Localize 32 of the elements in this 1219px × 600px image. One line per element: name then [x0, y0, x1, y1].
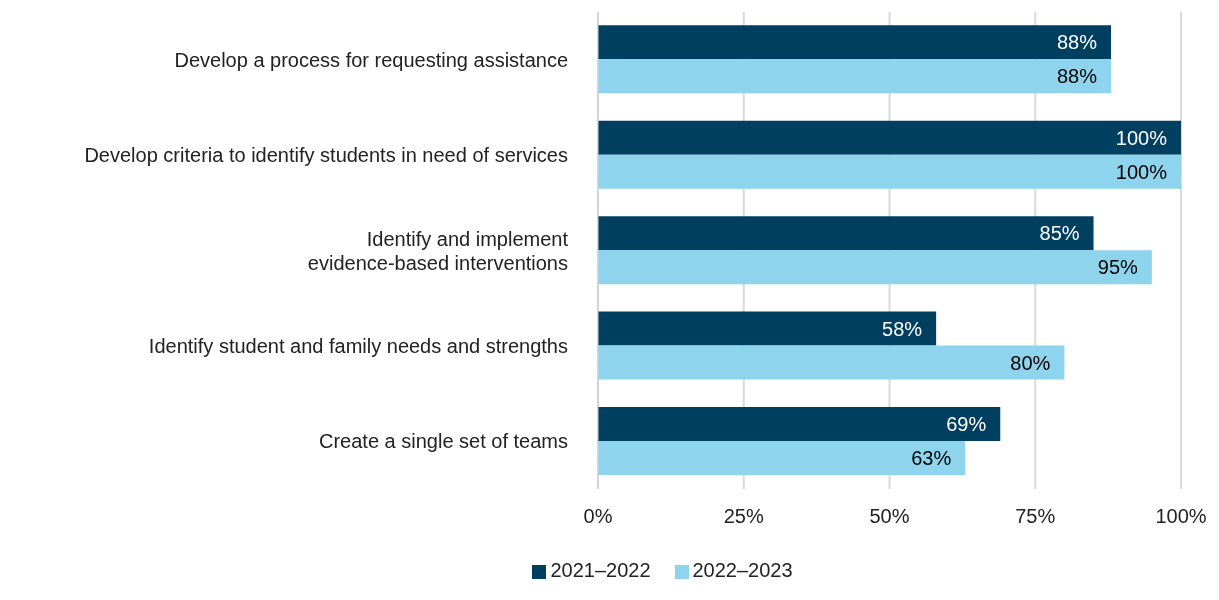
- bar: [598, 311, 937, 346]
- x-tick-label: 75%: [1015, 505, 1056, 528]
- y-tick-label: Identify and implement evidence-based interventions: [307, 227, 569, 274]
- y-tick-label: Develop a process for requesting assistance: [174, 48, 568, 71]
- data-label: 69%: [946, 412, 987, 435]
- x-tick-label: 100%: [1155, 505, 1207, 528]
- bar: [598, 406, 1001, 441]
- bar: [598, 154, 1181, 189]
- data-label: 85%: [1039, 222, 1080, 245]
- x-tick-label: 25%: [723, 505, 764, 528]
- data-label: 95%: [1097, 256, 1139, 279]
- y-tick-label: Develop criteria to identify students in need of services: [84, 144, 568, 167]
- x-tick-label: 0%: [583, 505, 613, 528]
- data-label: 80%: [1010, 351, 1051, 374]
- bar: [598, 345, 1065, 380]
- y-tick-label: Create a single set of teams: [318, 430, 568, 453]
- bar: [598, 216, 1094, 251]
- legend-label: 2021–2022: [550, 559, 651, 581]
- y-tick-label: Identify student and family needs and strengths: [148, 334, 568, 357]
- legend-label: 2022–2023: [692, 559, 793, 581]
- data-label: 100%: [1115, 160, 1168, 183]
- data-label: 88%: [1057, 31, 1098, 54]
- bar: [598, 59, 1112, 94]
- bar: [598, 120, 1181, 155]
- bar: [598, 440, 966, 475]
- bar: [598, 250, 1152, 285]
- bar: [598, 25, 1112, 60]
- data-label: 63%: [911, 446, 952, 469]
- x-tick-label: 50%: [869, 505, 910, 528]
- data-label: 58%: [882, 317, 923, 340]
- data-label: 88%: [1057, 65, 1098, 88]
- data-label: 100%: [1115, 126, 1168, 149]
